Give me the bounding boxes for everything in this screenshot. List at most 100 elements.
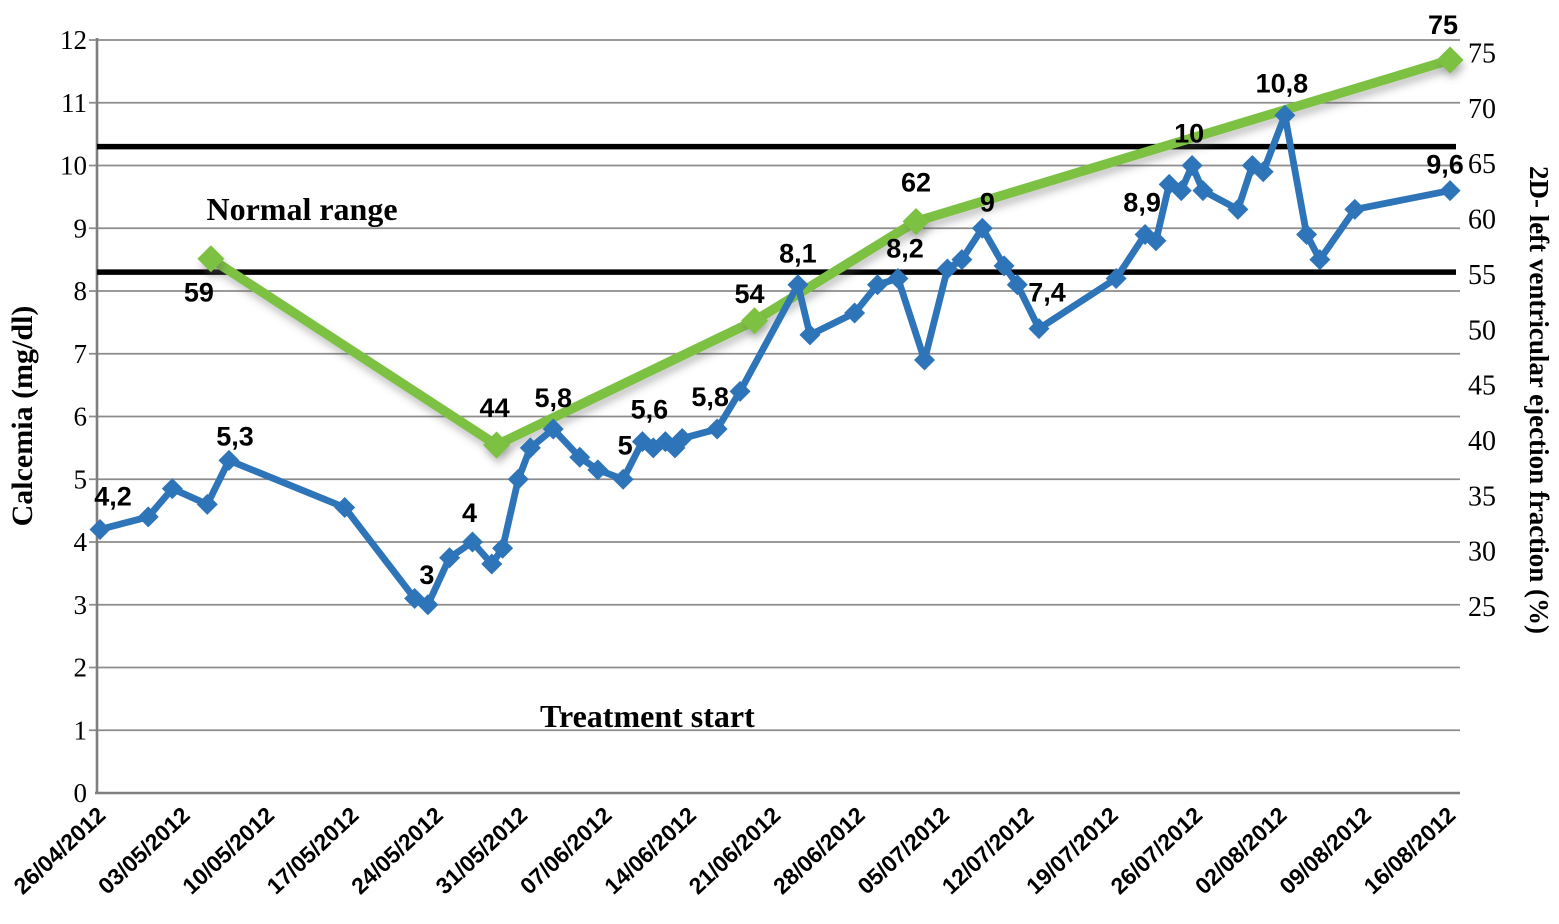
calcemia-point-label: 8,9 [1123,188,1161,218]
calcemia-marker [1296,224,1318,246]
x-tick-label: 05/07/2012 [852,802,954,900]
calcemia-marker [1006,274,1028,296]
calcemia-marker [1170,180,1192,202]
calcemia-point-label: 8,2 [886,233,924,263]
x-tick-label: 28/06/2012 [768,802,870,900]
left-tick-label: 9 [74,213,88,243]
calcemia-marker [334,496,356,518]
calcemia-point-label: 9 [980,187,995,217]
x-tick-label: 19/07/2012 [1021,802,1123,900]
x-tick-label: 10/05/2012 [177,802,279,900]
calcemia-marker [787,274,809,296]
calcemia-marker [951,249,973,271]
normal-range-label: Normal range [206,191,397,227]
calcemia-point-label: 4 [462,498,477,528]
calcemia-marker [1105,267,1127,289]
calcemia-series [89,104,1461,616]
calcemia-marker [417,594,439,616]
axes [95,38,1460,795]
right-tick-label: 70 [1468,94,1496,125]
right-axis-title: 2D- left ventricular ejection fraction (… [1524,166,1554,634]
left-axis-title: Calcemia (mg/dl) [6,306,39,527]
calcemia-marker [137,506,159,528]
calcemia-marker [1274,104,1296,126]
x-tick-label: 26/07/2012 [1105,802,1207,900]
calcemia-marker [612,468,634,490]
calcemia-point-label: 5 [618,430,633,460]
calcemia-point-label: 5,6 [631,395,669,425]
x-tick-label: 03/05/2012 [93,802,195,900]
x-tick-label: 24/05/2012 [346,802,448,900]
calcemia-point-label: 5,8 [691,382,729,412]
lvef-point-label: 44 [480,393,510,423]
calcemia-marker [706,418,728,440]
lvef-marker [197,245,225,273]
left-tick-label: 11 [61,88,87,118]
x-tick-label: 17/05/2012 [262,802,364,900]
calcemia-point-label: 10,8 [1256,68,1309,98]
calcemia-marker [439,547,461,569]
x-tick-label: 16/08/2012 [1359,802,1461,900]
right-tick-label: 50 [1468,315,1496,346]
calcemia-point-label: 9,6 [1426,150,1464,180]
calcemia-marker [519,437,541,459]
right-tick-label: 60 [1468,205,1496,236]
calcemia-point-label: 5,3 [216,421,254,451]
calcemia-marker [481,553,503,575]
lvef-point-label: 62 [901,167,931,197]
lvef-marker [1436,46,1464,74]
calcemia-marker [887,267,909,289]
calcemia-marker [1309,249,1331,271]
calcemia-marker [993,255,1015,277]
calcemia-marker [542,418,564,440]
x-tick-label: 09/08/2012 [1274,802,1376,900]
left-tick-label: 3 [74,590,88,620]
x-tick-label: 07/06/2012 [515,802,617,900]
calcemia-marker [1181,155,1203,176]
left-tick-label: 12 [60,25,87,55]
x-tick-label: 12/07/2012 [937,802,1039,900]
right-tick-label: 40 [1468,426,1496,457]
gridlines [89,39,1460,732]
lvef-point-label: 75 [1428,10,1458,40]
x-tick-label: 21/06/2012 [684,802,786,900]
left-tick-label: 10 [60,151,87,181]
calcemia-point-label: 3 [419,560,434,590]
calcemia-point-label: 10 [1174,119,1204,149]
data-labels: 59 44 54 62 75 4,2 5,3 3 4 5,8 5 5,6 5,8 8,1 8,2 9 7,4 8,… [94,10,1464,590]
left-tick-label: 8 [74,276,88,306]
calcemia-marker [971,217,993,239]
lvef-series [197,46,1464,459]
calcemia-marker [913,349,935,371]
calcemia-marker [492,537,514,559]
calcemia-marker [936,258,958,280]
calcemia-marker [89,518,111,540]
left-tick-label: 4 [74,527,88,557]
right-tick-label: 55 [1468,260,1496,291]
left-tick-label: 5 [74,464,88,494]
lvef-marker [741,307,769,335]
left-tick-label: 2 [74,653,88,683]
lvef-marker [483,431,511,459]
x-tick-label: 02/08/2012 [1190,802,1292,900]
normal-range-lines [97,143,1456,275]
calcemia-marker [1192,180,1214,202]
calcemia-marker [799,324,821,346]
calcemia-marker [218,449,240,471]
calcemia-marker [671,427,693,449]
lvef-point-label: 54 [735,279,765,309]
calcemia-marker [196,493,218,515]
calcemia-marker [587,459,609,481]
calcemia-marker [844,302,866,324]
x-tick-label: 14/06/2012 [599,802,701,900]
x-tick-label: 26/04/2012 [8,802,110,900]
calcemia-marker [161,478,183,500]
left-tick-label: 7 [74,339,88,369]
calcemia-marker [1252,161,1274,183]
left-tick-label: 0 [74,778,88,808]
right-tick-label: 65 [1468,149,1496,180]
left-tick-label: 6 [74,402,88,432]
right-tick-label: 25 [1468,592,1496,623]
calcemia-point-label: 7,4 [1028,278,1066,308]
right-tick-label: 35 [1468,481,1496,512]
